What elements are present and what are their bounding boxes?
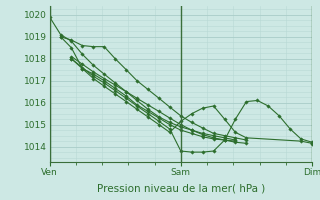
X-axis label: Pression niveau de la mer( hPa ): Pression niveau de la mer( hPa ) (97, 184, 265, 194)
